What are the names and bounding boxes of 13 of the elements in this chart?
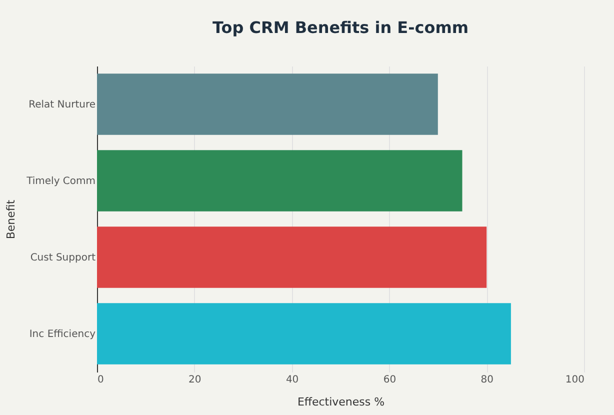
y-axis-title: Benefit [4, 199, 18, 240]
x-tick-label: 100 [565, 374, 584, 386]
chart-title: Top CRM Benefits in E-comm [212, 18, 469, 37]
y-tick-label: Cust Support [30, 252, 96, 264]
x-tick-label: 80 [480, 374, 494, 386]
x-tick-label: 0 [98, 374, 104, 386]
y-tick-label: Timely Comm [26, 176, 96, 187]
x-tick-label: 40 [286, 374, 299, 386]
x-tick-label: 60 [383, 374, 396, 386]
x-axis-title: Effectiveness % [297, 396, 385, 408]
x-tick-label: 20 [188, 374, 202, 386]
y-tick-label: Relat Nurture [28, 99, 96, 110]
y-tick-label: Inc Efficiency [29, 328, 96, 340]
